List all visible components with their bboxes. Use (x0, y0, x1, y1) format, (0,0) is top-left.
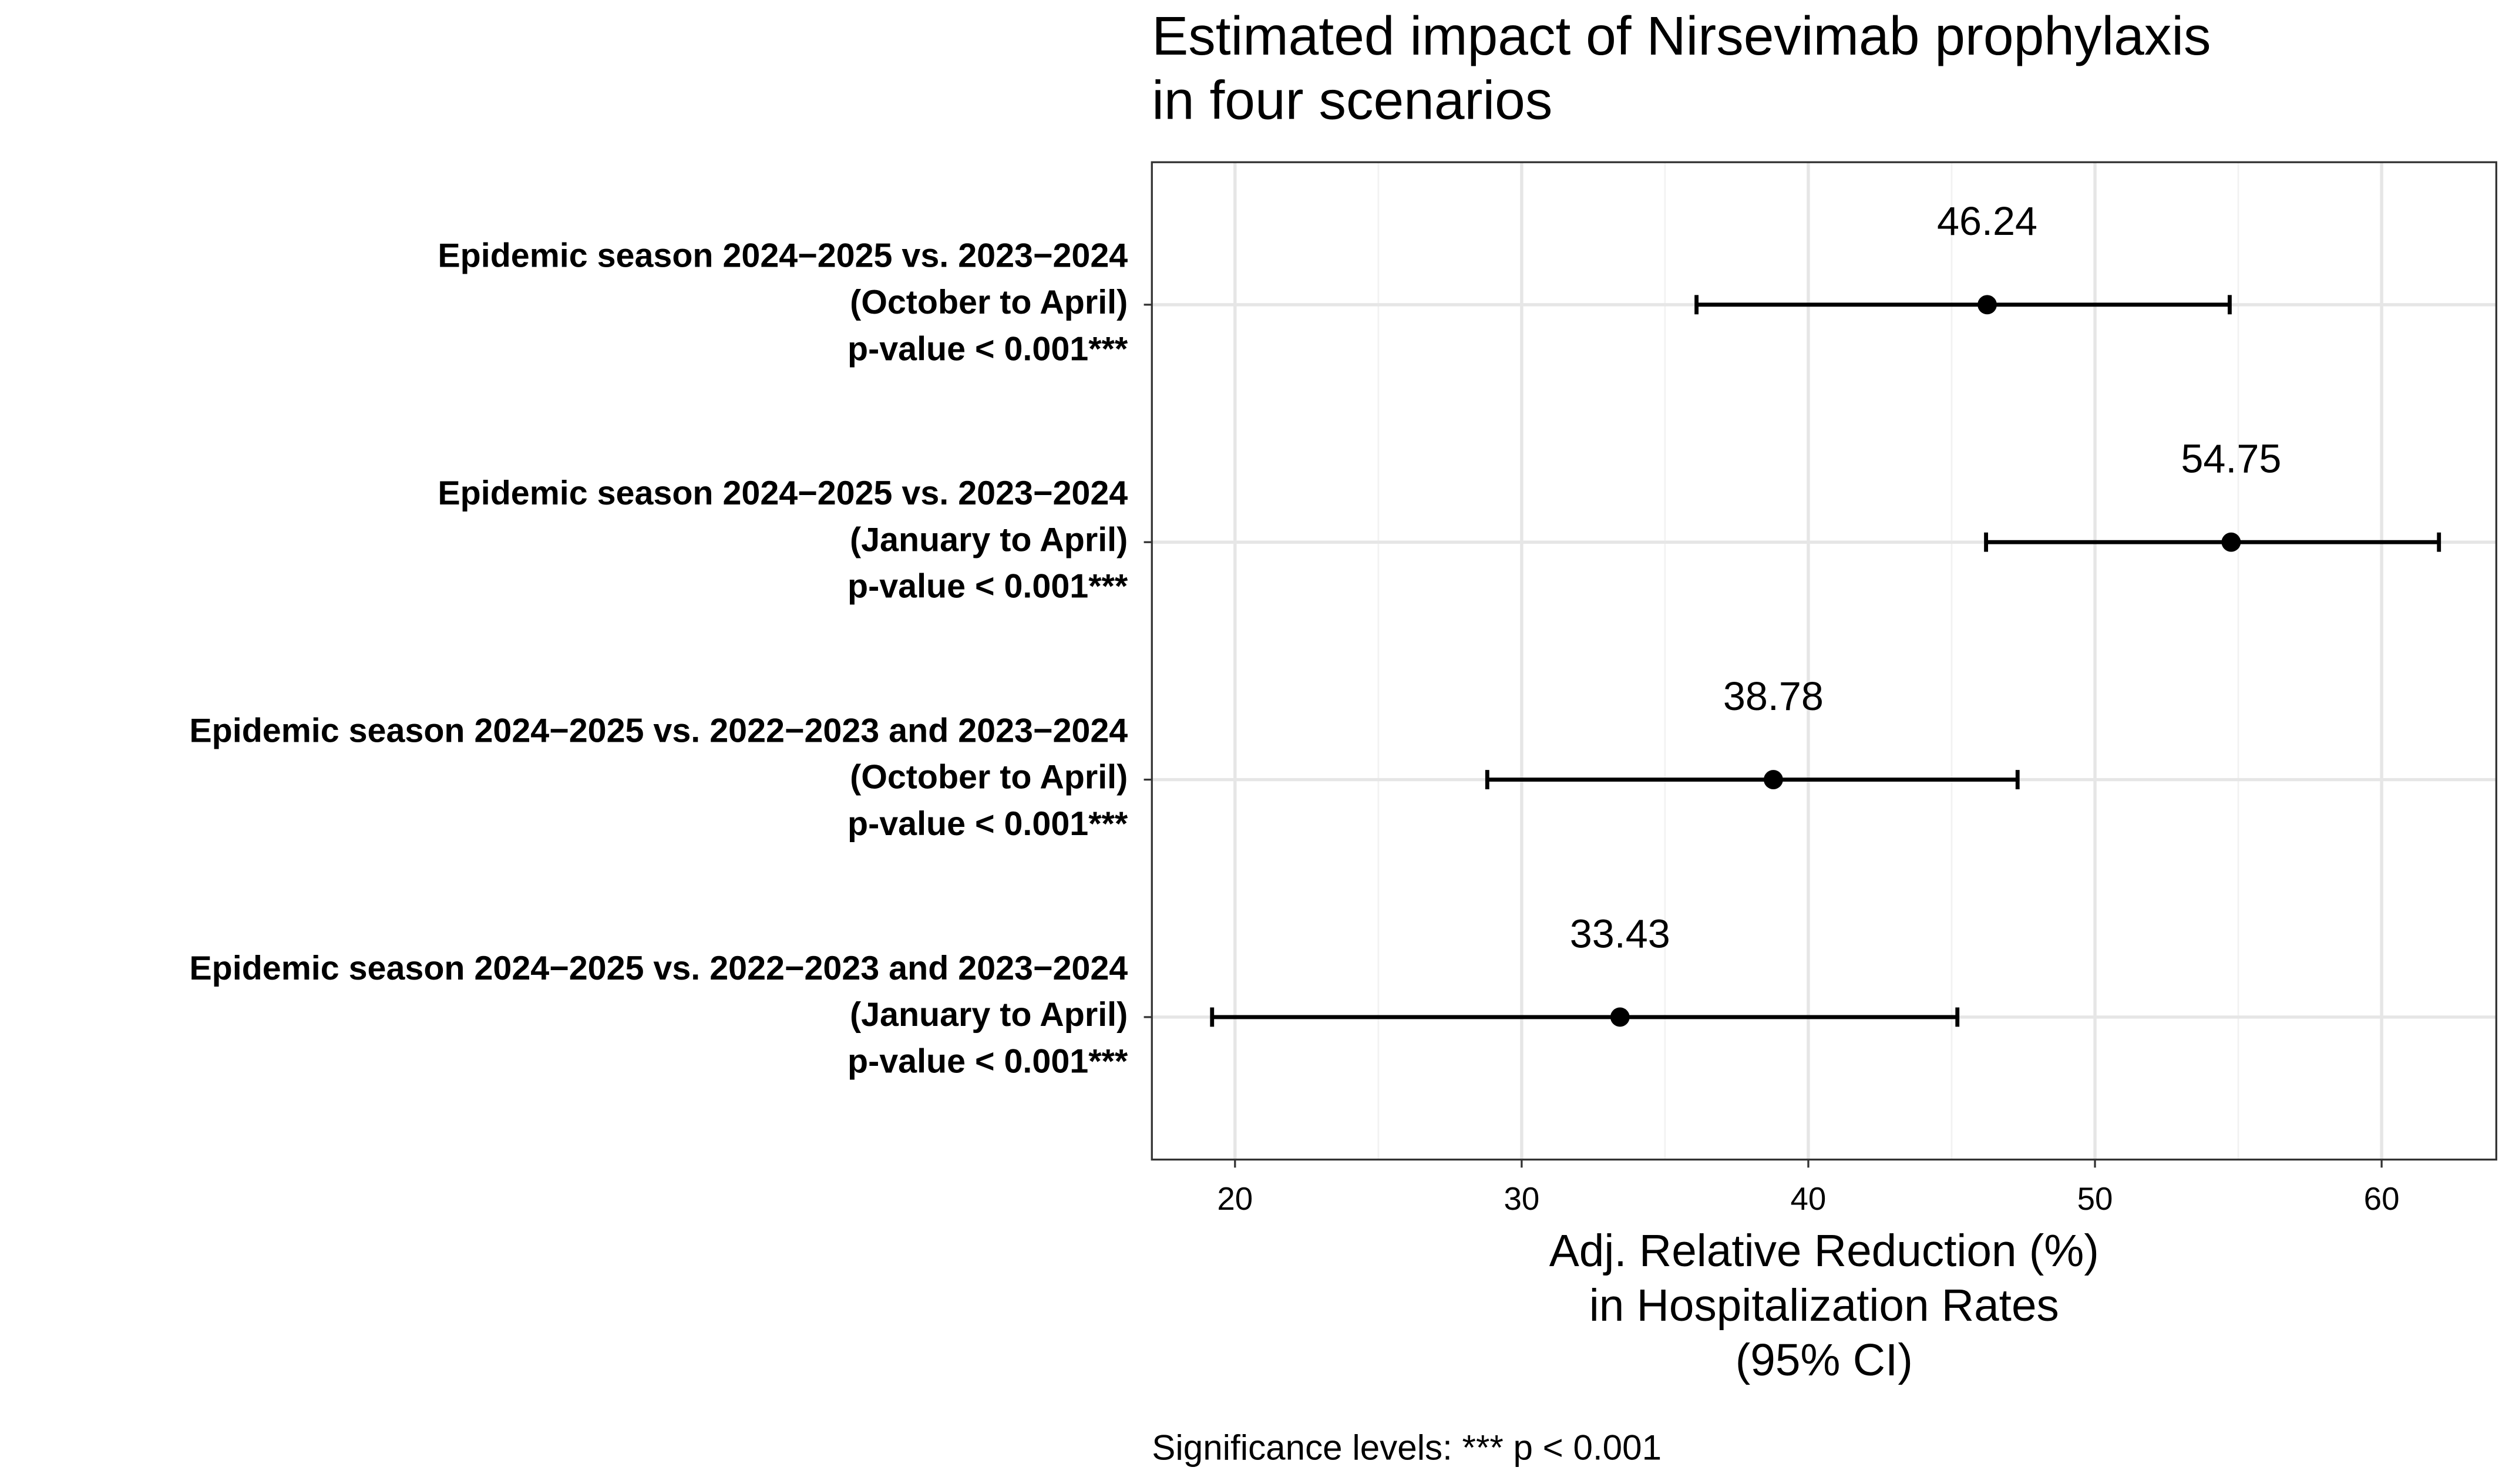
value-label: 38.78 (1723, 674, 1824, 719)
x-tick-label: 50 (2077, 1180, 2113, 1217)
x-tick-label: 40 (1791, 1180, 1827, 1217)
chart-title: in four scenarios (1152, 69, 1552, 130)
y-tick-label: (January to April) (850, 521, 1128, 558)
y-tick-label: (October to April) (850, 759, 1128, 796)
p-value-label: p-value < 0.001*** (847, 568, 1128, 605)
x-tick-label: 30 (1504, 1180, 1539, 1217)
y-tick-label: (October to April) (850, 284, 1128, 321)
y-tick-label: Epidemic season 2024−2025 vs. 2023−2024 (438, 475, 1128, 512)
x-tick-label: 20 (1217, 1180, 1253, 1217)
p-value-label: p-value < 0.001*** (847, 1042, 1128, 1080)
value-label: 33.43 (1570, 911, 1670, 956)
footnote: Significance levels: *** p < 0.001 (1152, 1428, 1662, 1467)
y-tick-label: Epidemic season 2024−2025 vs. 2023−2024 (438, 237, 1128, 275)
x-axis-label: in Hospitalization Rates (1589, 1281, 2059, 1331)
x-axis-label: (95% CI) (1736, 1335, 1913, 1385)
chart-title: Estimated impact of Nirsevimab prophylax… (1152, 5, 2211, 66)
point-estimate (1977, 295, 1997, 315)
x-tick-label: 60 (2364, 1180, 2400, 1217)
point-estimate (1764, 770, 1783, 789)
y-tick-label: Epidemic season 2024−2025 vs. 2022−2023 … (189, 950, 1128, 987)
p-value-label: p-value < 0.001*** (847, 330, 1128, 368)
y-tick-label: Epidemic season 2024−2025 vs. 2022−2023 … (189, 712, 1128, 749)
point-estimate (2221, 532, 2241, 552)
point-estimate (1610, 1007, 1630, 1027)
panel-border (1151, 161, 2497, 1161)
value-label: 46.24 (1937, 199, 2037, 244)
x-axis-label: Adj. Relative Reduction (%) (1549, 1226, 2099, 1276)
y-tick-label: (January to April) (850, 996, 1128, 1034)
p-value-label: p-value < 0.001*** (847, 805, 1128, 843)
value-label: 54.75 (2181, 437, 2281, 482)
